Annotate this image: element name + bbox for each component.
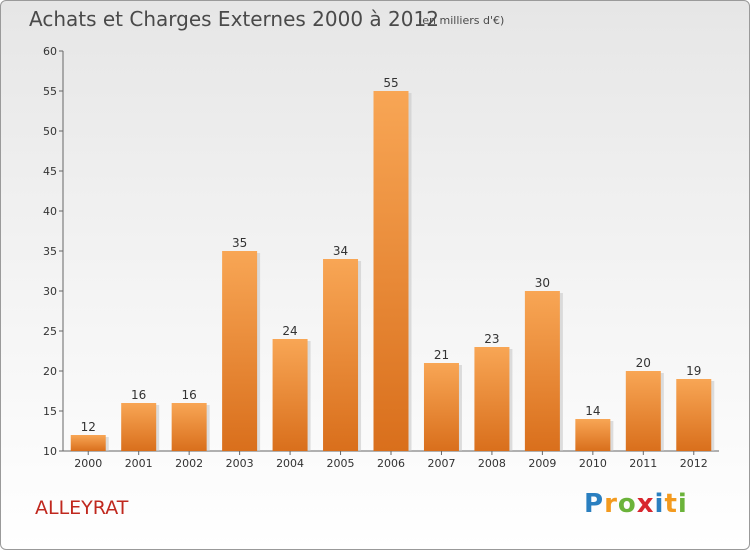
bar-2001 [121,403,157,451]
x-tick-label: 2009 [528,457,556,470]
logo-letter: o [617,489,637,519]
y-tick-label: 40 [43,205,57,218]
x-tick-label: 2002 [175,457,203,470]
logo-letter: P [584,489,605,519]
chart-subtitle: (en milliers d'€) [418,14,505,27]
bar-2011 [625,371,661,451]
bar-2002 [171,403,207,451]
x-tick-label: 2003 [226,457,254,470]
value-label: 21 [434,348,449,362]
value-label: 55 [383,76,398,90]
value-label: 30 [535,276,550,290]
y-tick-label: 10 [43,445,57,458]
bar-2008 [474,347,510,451]
bar-2000 [70,435,106,451]
x-tick-label: 2006 [377,457,405,470]
bar-2004 [272,339,308,451]
chart-title: Achats et Charges Externes 2000 à 2012 [29,7,439,31]
y-tick-label: 35 [43,245,57,258]
bar-2009 [524,291,560,451]
logo-letter: i [677,489,688,519]
bar-2012 [676,379,712,451]
x-tick-label: 2007 [427,457,455,470]
x-tick-label: 2000 [74,457,102,470]
value-label: 16 [182,388,197,402]
value-label: 34 [333,244,348,258]
value-label: 19 [686,364,701,378]
labels: 10 15 20 25 30 35 40 45 50 55 60 2000 12 2001 16 2002 16… [43,45,708,470]
bar-2005 [323,259,359,451]
value-label: 35 [232,236,247,250]
y-tick-label: 45 [43,165,57,178]
value-label: 16 [131,388,146,402]
x-tick-label: 2001 [125,457,153,470]
x-tick-label: 2004 [276,457,304,470]
value-label: 23 [484,332,499,346]
proxiti-logo: Proxiti [584,489,688,519]
x-tick-label: 2011 [629,457,657,470]
y-tick-label: 30 [43,285,57,298]
bar-2007 [423,363,459,451]
logo-letter: i [654,489,665,519]
bar-2006 [373,91,409,451]
y-tick-label: 50 [43,125,57,138]
bar-2003 [222,251,258,451]
y-tick-label: 60 [43,45,57,58]
logo-letter: r [604,489,618,519]
bars [70,91,715,451]
bar-2010 [575,419,611,451]
x-tick-label: 2012 [680,457,708,470]
value-label: 14 [585,404,600,418]
y-tick-label: 55 [43,85,57,98]
value-label: 20 [636,356,651,370]
logo-letter: x [636,489,655,519]
y-tick-label: 15 [43,405,57,418]
value-label: 24 [282,324,297,338]
y-tick-label: 20 [43,365,57,378]
x-tick-label: 2008 [478,457,506,470]
logo-letter: t [664,489,678,519]
commune-name: ALLEYRAT [35,497,129,519]
x-tick-label: 2010 [579,457,607,470]
y-tick-label: 25 [43,325,57,338]
value-label: 12 [81,420,96,434]
x-tick-label: 2005 [327,457,355,470]
